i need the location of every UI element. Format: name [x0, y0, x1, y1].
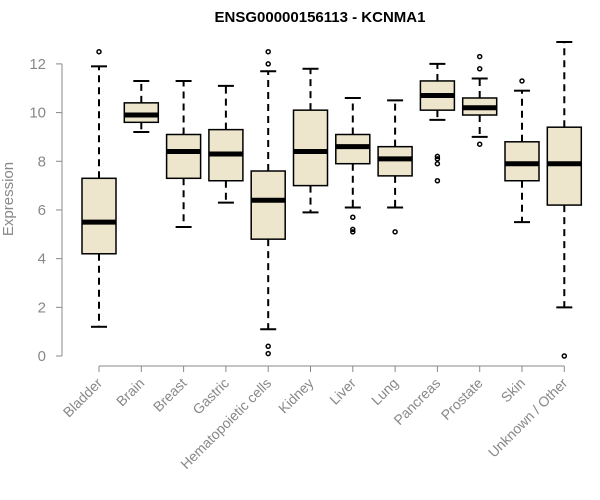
outlier-point — [392, 229, 398, 235]
y-tick-label: 10 — [29, 105, 46, 122]
outlier-point — [434, 156, 441, 162]
y-tick-label: 6 — [38, 202, 46, 219]
x-tick-label: Brain — [113, 375, 147, 409]
outlier-point — [265, 343, 271, 350]
x-tick-label: Skin — [498, 375, 529, 406]
x-tick-label: Unknown / Other — [485, 375, 571, 461]
box-gastric — [208, 84, 244, 204]
iqr-box — [250, 170, 286, 240]
iqr-box — [81, 177, 117, 255]
y-axis: 0 2 4 6 8 10 12 — [29, 56, 63, 365]
box-unknown-other — [546, 41, 583, 359]
outlier-point — [350, 226, 356, 233]
outlier-point — [350, 229, 356, 235]
x-tick-label: Kidney — [275, 375, 317, 417]
outlier-point — [476, 53, 483, 60]
iqr-box — [165, 133, 202, 180]
box-prostate — [461, 53, 498, 147]
x-tick-label: Bladder — [60, 375, 106, 421]
y-tick-label: 12 — [29, 56, 46, 73]
box-brain — [123, 79, 160, 134]
outlier-point — [350, 214, 356, 221]
box-skin — [504, 78, 540, 224]
y-tick-label: 0 — [38, 348, 46, 365]
box-kidney — [292, 67, 329, 214]
outlier-point — [434, 177, 441, 184]
outlier-point — [265, 48, 271, 55]
box-pancreas — [419, 62, 456, 184]
outlier-point — [519, 78, 525, 84]
outlier-point — [265, 350, 271, 357]
x-tick-label: Liver — [326, 375, 359, 408]
y-tick-label: 2 — [38, 299, 46, 316]
box-lung — [377, 99, 413, 235]
outlier-point — [434, 153, 441, 160]
x-tick-label: Prostate — [438, 375, 486, 423]
box-group — [81, 41, 583, 359]
outlier-point — [476, 66, 483, 72]
box-hematopoietic-cells — [250, 48, 286, 357]
iqr-box — [292, 109, 329, 187]
outlier-point — [476, 141, 483, 147]
y-tick-label: 8 — [38, 153, 46, 170]
outlier-point — [96, 48, 102, 55]
y-tick-label: 4 — [38, 251, 46, 268]
box-bladder — [81, 48, 117, 328]
box-breast — [165, 79, 202, 228]
box-liver — [335, 96, 371, 235]
y-axis-label: Expression — [0, 162, 17, 236]
x-tick-label: Lung — [368, 375, 401, 408]
outlier-point — [561, 353, 568, 359]
x-tick-label: Breast — [150, 375, 190, 415]
chart-title: ENSG00000156113 - KCNMA1 — [215, 9, 426, 26]
outlier-point — [265, 61, 271, 67]
outlier-point — [434, 160, 441, 167]
x-tick-label: Pancreas — [390, 375, 443, 428]
